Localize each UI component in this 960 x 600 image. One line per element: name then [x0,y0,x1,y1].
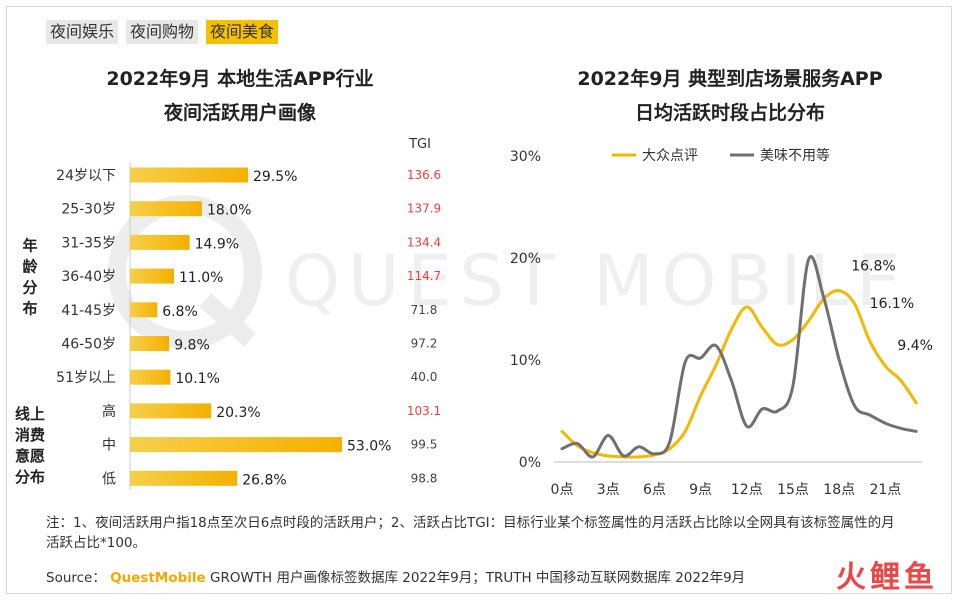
tgi-header: TGI [408,137,431,152]
bar-category-label: 高 [102,403,116,420]
left-chart-title-line1: 2022年9月 本地生活APP行业 [106,68,374,90]
bar [130,302,158,318]
x-tick-label: 6点 [643,482,666,498]
bar-value-label: 29.5% [253,169,297,185]
tgi-value: 97.2 [411,337,438,351]
bar-category-label: 51岁以上 [56,370,116,386]
y-tick-label: 10% [510,353,541,369]
bar-value-label: 18.0% [207,203,251,219]
series-line-dianping [560,289,918,459]
tgi-value: 134.4 [407,235,441,249]
series-line-meiwei [560,255,918,459]
tgi-value: 71.8 [411,303,438,317]
left-chart-title-line2: 夜间活跃用户画像 [163,102,316,124]
source-prefix: Source： [46,570,106,586]
tgi-value: 136.6 [407,168,441,182]
bar [130,234,190,250]
legend-label: 美味不用等 [760,147,830,164]
source-line: Source： QuestMobile GROWTH 用户画像标签数据库 202… [46,566,745,586]
tab-night-food[interactable]: 夜间美食 [206,20,279,44]
tgi-value: 137.9 [407,202,441,216]
group-label-text: 布 [22,300,37,318]
source-brand: QuestMobile [110,570,206,586]
tgi-value: 40.0 [411,370,438,384]
bar-category-label: 中 [102,438,116,454]
bar-category-label: 36-40岁 [61,269,116,285]
tab-night-entertainment[interactable]: 夜间娱乐 [46,20,119,44]
legend-item: 大众点评 [612,148,698,164]
bar-category-label: 41-45岁 [61,303,116,319]
right-chart-title-line1: 2022年9月 典型到店场景服务APP [577,68,883,90]
bar [130,470,238,486]
bar-value-label: 53.0% [347,439,391,455]
group-label-text: 龄 [22,258,38,276]
bar-value-label: 10.1% [175,371,219,387]
right-chart-title-line2: 日均活跃时段占比分布 [634,102,825,124]
bar-value-label: 6.8% [162,304,198,320]
tgi-value: 99.5 [411,438,438,452]
legend-label: 大众点评 [642,148,698,164]
x-tick-label: 9点 [689,482,712,498]
bar [130,167,248,183]
left-chart-title: 2022年9月 本地生活APP行业 夜间活跃用户画像 [60,62,420,130]
x-tick-label: 0点 [551,482,574,498]
group-label-text: 意愿 [15,447,45,465]
data-label: 16.8% [851,259,895,275]
bar [130,437,342,453]
group-label-text: 线上 [15,405,45,423]
x-tick-label: 15点 [777,482,809,498]
bar-value-label: 11.0% [179,270,223,286]
x-tick-label: 12点 [731,482,763,498]
bar-category-label: 31-35岁 [61,235,116,251]
group-label-text: 年 [22,237,37,255]
bar-category-label: 25-30岁 [61,202,116,218]
bar-value-label: 20.3% [216,405,260,421]
bar-category-label: 24岁以下 [56,168,116,184]
source-text: GROWTH 用户画像标签数据库 2022年9月；TRUTH 中国移动互联网数据… [209,570,746,586]
bar-value-label: 9.8% [174,338,210,354]
bar [130,201,202,217]
y-tick-label: 0% [519,455,541,471]
y-tick-label: 20% [510,251,541,267]
footnote: 注：1、夜间活跃用户指18点至次日6点时段的活跃用户；2、活跃占比TGI：目标行… [46,515,895,551]
tab-bar: 夜间娱乐 夜间购物 夜间美食 [46,20,279,44]
y-tick-label: 30% [510,149,541,165]
tgi-value: 114.7 [407,269,441,283]
page-frame [6,6,952,594]
group-label-text: 分布 [15,468,45,486]
tgi-value: 98.8 [411,471,438,485]
bar [130,336,170,351]
bar [130,268,174,284]
bar [130,369,171,385]
x-tick-label: 21点 [869,482,901,498]
brand-logo: 火鲤鱼 [836,560,938,595]
legend-item: 美味不用等 [730,147,830,164]
tgi-value: 103.1 [407,404,441,418]
group-label-text: 分 [22,279,37,297]
right-chart-title: 2022年9月 典型到店场景服务APP 日均活跃时段占比分布 [520,62,940,130]
bar-category-label: 低 [102,471,116,487]
group-label-text: 消费 [15,426,45,444]
data-label: 16.1% [870,296,914,312]
x-tick-label: 3点 [597,482,620,498]
tab-night-shopping[interactable]: 夜间购物 [126,20,199,44]
x-tick-label: 18点 [823,482,855,498]
bar-value-label: 14.9% [195,236,239,252]
data-label: 9.4% [897,338,933,354]
bar-category-label: 46-50岁 [61,337,116,353]
bar-value-label: 26.8% [242,472,286,488]
bar [130,403,212,419]
